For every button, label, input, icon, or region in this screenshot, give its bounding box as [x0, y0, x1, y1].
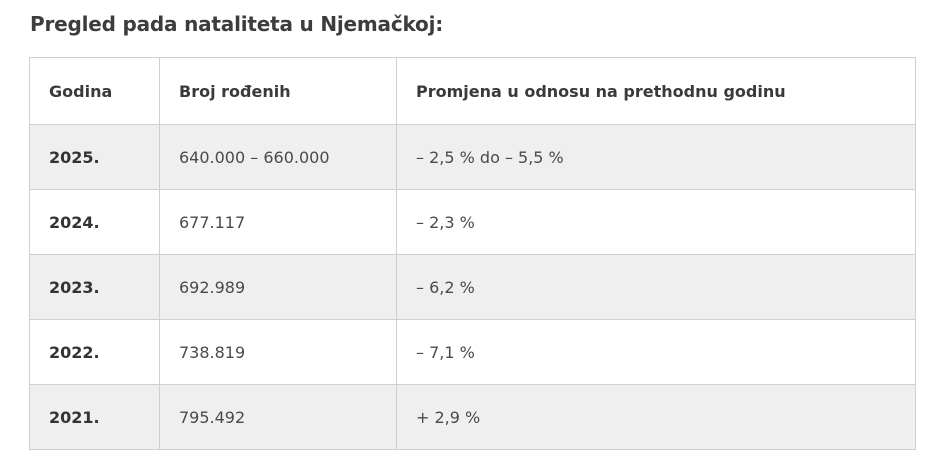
births-cell: 692.989 — [159, 254, 397, 320]
births-cell: 677.117 — [159, 189, 397, 255]
change-cell: – 2,3 % — [396, 189, 916, 255]
year-cell: 2021. — [29, 384, 160, 450]
column-header-year: Godina — [29, 57, 160, 125]
table-row: 2021. 795.492 + 2,9 % — [29, 384, 916, 450]
table-row: 2023. 692.989 – 6,2 % — [29, 254, 916, 320]
change-cell: – 7,1 % — [396, 319, 916, 385]
year-cell: 2023. — [29, 254, 160, 320]
births-cell: 640.000 – 660.000 — [159, 124, 397, 190]
birth-rate-table: Godina Broj rođenih Promjena u odnosu na… — [29, 57, 916, 450]
table-header-row: Godina Broj rođenih Promjena u odnosu na… — [29, 57, 916, 125]
births-cell: 795.492 — [159, 384, 397, 450]
column-header-change: Promjena u odnosu na prethodnu godinu — [396, 57, 916, 125]
table-row: 2024. 677.117 – 2,3 % — [29, 189, 916, 255]
column-header-births: Broj rođenih — [159, 57, 397, 125]
births-cell: 738.819 — [159, 319, 397, 385]
table-row: 2025. 640.000 – 660.000 – 2,5 % do – 5,5… — [29, 124, 916, 190]
year-cell: 2024. — [29, 189, 160, 255]
year-cell: 2025. — [29, 124, 160, 190]
page-title: Pregled pada nataliteta u Njemačkoj: — [30, 12, 444, 36]
table-row: 2022. 738.819 – 7,1 % — [29, 319, 916, 385]
change-cell: – 2,5 % do – 5,5 % — [396, 124, 916, 190]
change-cell: – 6,2 % — [396, 254, 916, 320]
year-cell: 2022. — [29, 319, 160, 385]
change-cell: + 2,9 % — [396, 384, 916, 450]
